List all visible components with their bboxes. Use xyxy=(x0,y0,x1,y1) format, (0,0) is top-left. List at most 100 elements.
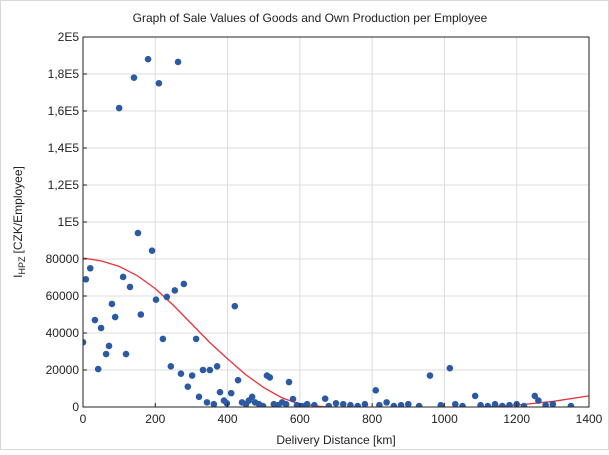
point xyxy=(144,55,152,63)
point xyxy=(137,311,145,318)
y-tick-label: 60000 xyxy=(46,289,80,303)
y-label-subscript: HPZ xyxy=(17,256,27,275)
point xyxy=(298,402,306,407)
point xyxy=(192,335,200,343)
point xyxy=(390,402,398,407)
chart-title: Graph of Sale Values of Goods and Own Pr… xyxy=(133,11,488,25)
y-tick-label: 1,8E5 xyxy=(48,67,80,81)
fit-curve xyxy=(83,257,589,407)
point xyxy=(231,302,239,310)
point xyxy=(188,372,196,379)
point xyxy=(491,400,499,407)
point xyxy=(415,402,423,407)
point xyxy=(506,401,513,407)
point xyxy=(163,293,171,301)
point xyxy=(549,400,557,407)
point xyxy=(325,402,333,407)
plot-marks xyxy=(83,55,589,407)
point xyxy=(234,376,242,384)
y-tick-label: 2E5 xyxy=(58,30,80,44)
point xyxy=(459,402,466,407)
x-tick-label: 800 xyxy=(362,412,382,426)
point xyxy=(134,229,142,237)
point xyxy=(498,402,506,407)
point xyxy=(520,402,528,407)
point xyxy=(94,365,102,373)
y-label-unit: [CZK/Employee] xyxy=(11,166,25,253)
point xyxy=(195,393,203,401)
point xyxy=(542,401,549,407)
point xyxy=(347,401,354,407)
point xyxy=(535,397,542,404)
y-label-main: I xyxy=(11,275,25,278)
point xyxy=(148,247,156,254)
point xyxy=(184,383,192,390)
point xyxy=(152,296,160,304)
point xyxy=(227,389,235,397)
y-tick-label: 40000 xyxy=(46,326,80,340)
y-tick-label: 1,4E5 xyxy=(48,141,80,155)
point xyxy=(471,392,479,400)
point xyxy=(108,300,116,308)
point xyxy=(206,366,214,374)
point xyxy=(354,402,361,407)
point xyxy=(155,79,163,87)
point xyxy=(282,400,290,407)
point xyxy=(477,401,484,407)
point xyxy=(248,393,256,401)
point xyxy=(437,401,445,407)
point xyxy=(446,364,454,372)
point xyxy=(484,402,492,407)
point xyxy=(174,58,182,66)
point xyxy=(216,388,224,396)
x-tick-label: 0 xyxy=(80,412,87,426)
point xyxy=(397,401,405,407)
point xyxy=(311,401,318,407)
point xyxy=(426,372,434,379)
point xyxy=(451,400,459,407)
point xyxy=(531,392,539,400)
x-tick-label: 1000 xyxy=(431,412,458,426)
point xyxy=(376,401,383,407)
y-tick-label: 80000 xyxy=(46,252,80,266)
point xyxy=(210,400,218,407)
point xyxy=(332,400,340,407)
point xyxy=(83,338,87,346)
y-tick-label: 0 xyxy=(72,400,79,414)
point xyxy=(86,264,94,272)
point xyxy=(111,313,119,321)
point xyxy=(223,400,231,407)
point xyxy=(199,366,207,374)
x-tick-label: 1400 xyxy=(576,412,603,426)
point xyxy=(361,400,369,407)
point xyxy=(91,316,99,324)
point xyxy=(567,402,575,407)
point xyxy=(289,395,297,403)
point xyxy=(102,350,110,358)
point xyxy=(105,342,113,350)
point xyxy=(259,402,267,407)
y-tick-label: 1,2E5 xyxy=(48,178,80,192)
y-tick-label: 1,6E5 xyxy=(48,104,80,118)
point xyxy=(285,378,293,386)
point xyxy=(180,280,188,288)
point xyxy=(321,395,329,402)
y-axis-label: IHPZ [CZK/Employee] xyxy=(11,166,27,278)
point xyxy=(126,283,134,291)
point xyxy=(97,324,105,332)
point xyxy=(159,335,167,343)
x-tick-label: 400 xyxy=(218,412,238,426)
point xyxy=(372,387,380,394)
point xyxy=(119,273,127,281)
point xyxy=(383,399,390,406)
point xyxy=(339,400,347,407)
point xyxy=(177,370,185,378)
point xyxy=(167,363,175,370)
point xyxy=(213,363,221,370)
point xyxy=(303,400,311,407)
y-tick-label: 1E5 xyxy=(58,215,80,229)
x-axis-label: Delivery Distance [km] xyxy=(276,433,395,447)
x-tick-label: 1200 xyxy=(503,412,530,426)
